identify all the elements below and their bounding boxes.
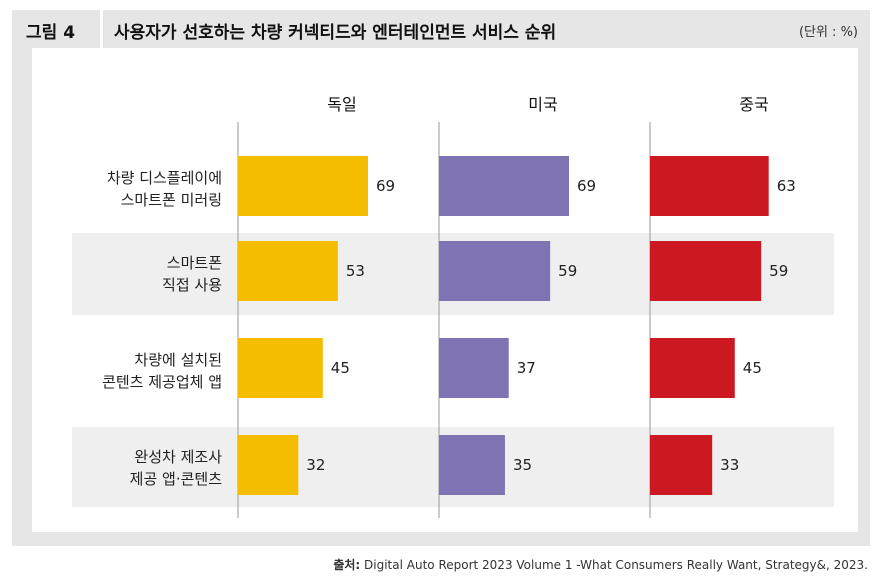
figure-header: 그림 4 사용자가 선호하는 차량 커넥티드와 엔터테인먼트 서비스 순위 (단… [12,10,870,48]
data-label: 59 [558,262,577,280]
bar [439,338,509,398]
bar [238,156,368,216]
bar [439,156,569,216]
data-label: 45 [331,359,350,377]
data-label: 33 [720,456,739,474]
unit-label: (단위 : %) [798,25,858,40]
bar [650,338,735,398]
data-label: 35 [513,456,532,474]
data-label: 32 [306,456,325,474]
bar [238,241,338,301]
category-label: 완성차 제조사 제공 앱·콘텐츠 [130,448,223,488]
data-label: 63 [777,177,796,195]
data-label: 53 [346,262,365,280]
series-header: 중국 [739,95,768,114]
bar [238,338,323,398]
source-text: Digital Auto Report 2023 Volume 1 -What … [364,558,868,572]
figure-label: 그림 4 [26,23,76,43]
bar [650,241,762,301]
series-header: 독일 [327,95,356,114]
bar [238,435,299,495]
bar [439,241,551,301]
category-label: 차량에 설치된 콘텐츠 제공업체 앱 [102,351,222,391]
data-label: 45 [743,359,762,377]
series-header: 미국 [528,95,557,114]
header-divider [100,10,103,48]
data-label: 37 [517,359,536,377]
data-label: 69 [577,177,596,195]
data-label: 69 [376,177,395,195]
bar [650,156,769,216]
figure-title: 사용자가 선호하는 차량 커넥티드와 엔터테인먼트 서비스 순위 [114,23,557,43]
category-label: 스마트폰 직접 사용 [162,254,222,294]
source-label: 출처: [333,558,361,572]
bar [439,435,505,495]
bar [650,435,713,495]
category-label: 차량 디스플레이에 스마트폰 미러링 [107,169,222,209]
source-note: 출처: Digital Auto Report 2023 Volume 1 -W… [333,556,868,573]
data-label: 59 [769,262,788,280]
figure-frame: 그림 4 사용자가 선호하는 차량 커넥티드와 엔터테인먼트 서비스 순위 (단… [12,10,870,546]
